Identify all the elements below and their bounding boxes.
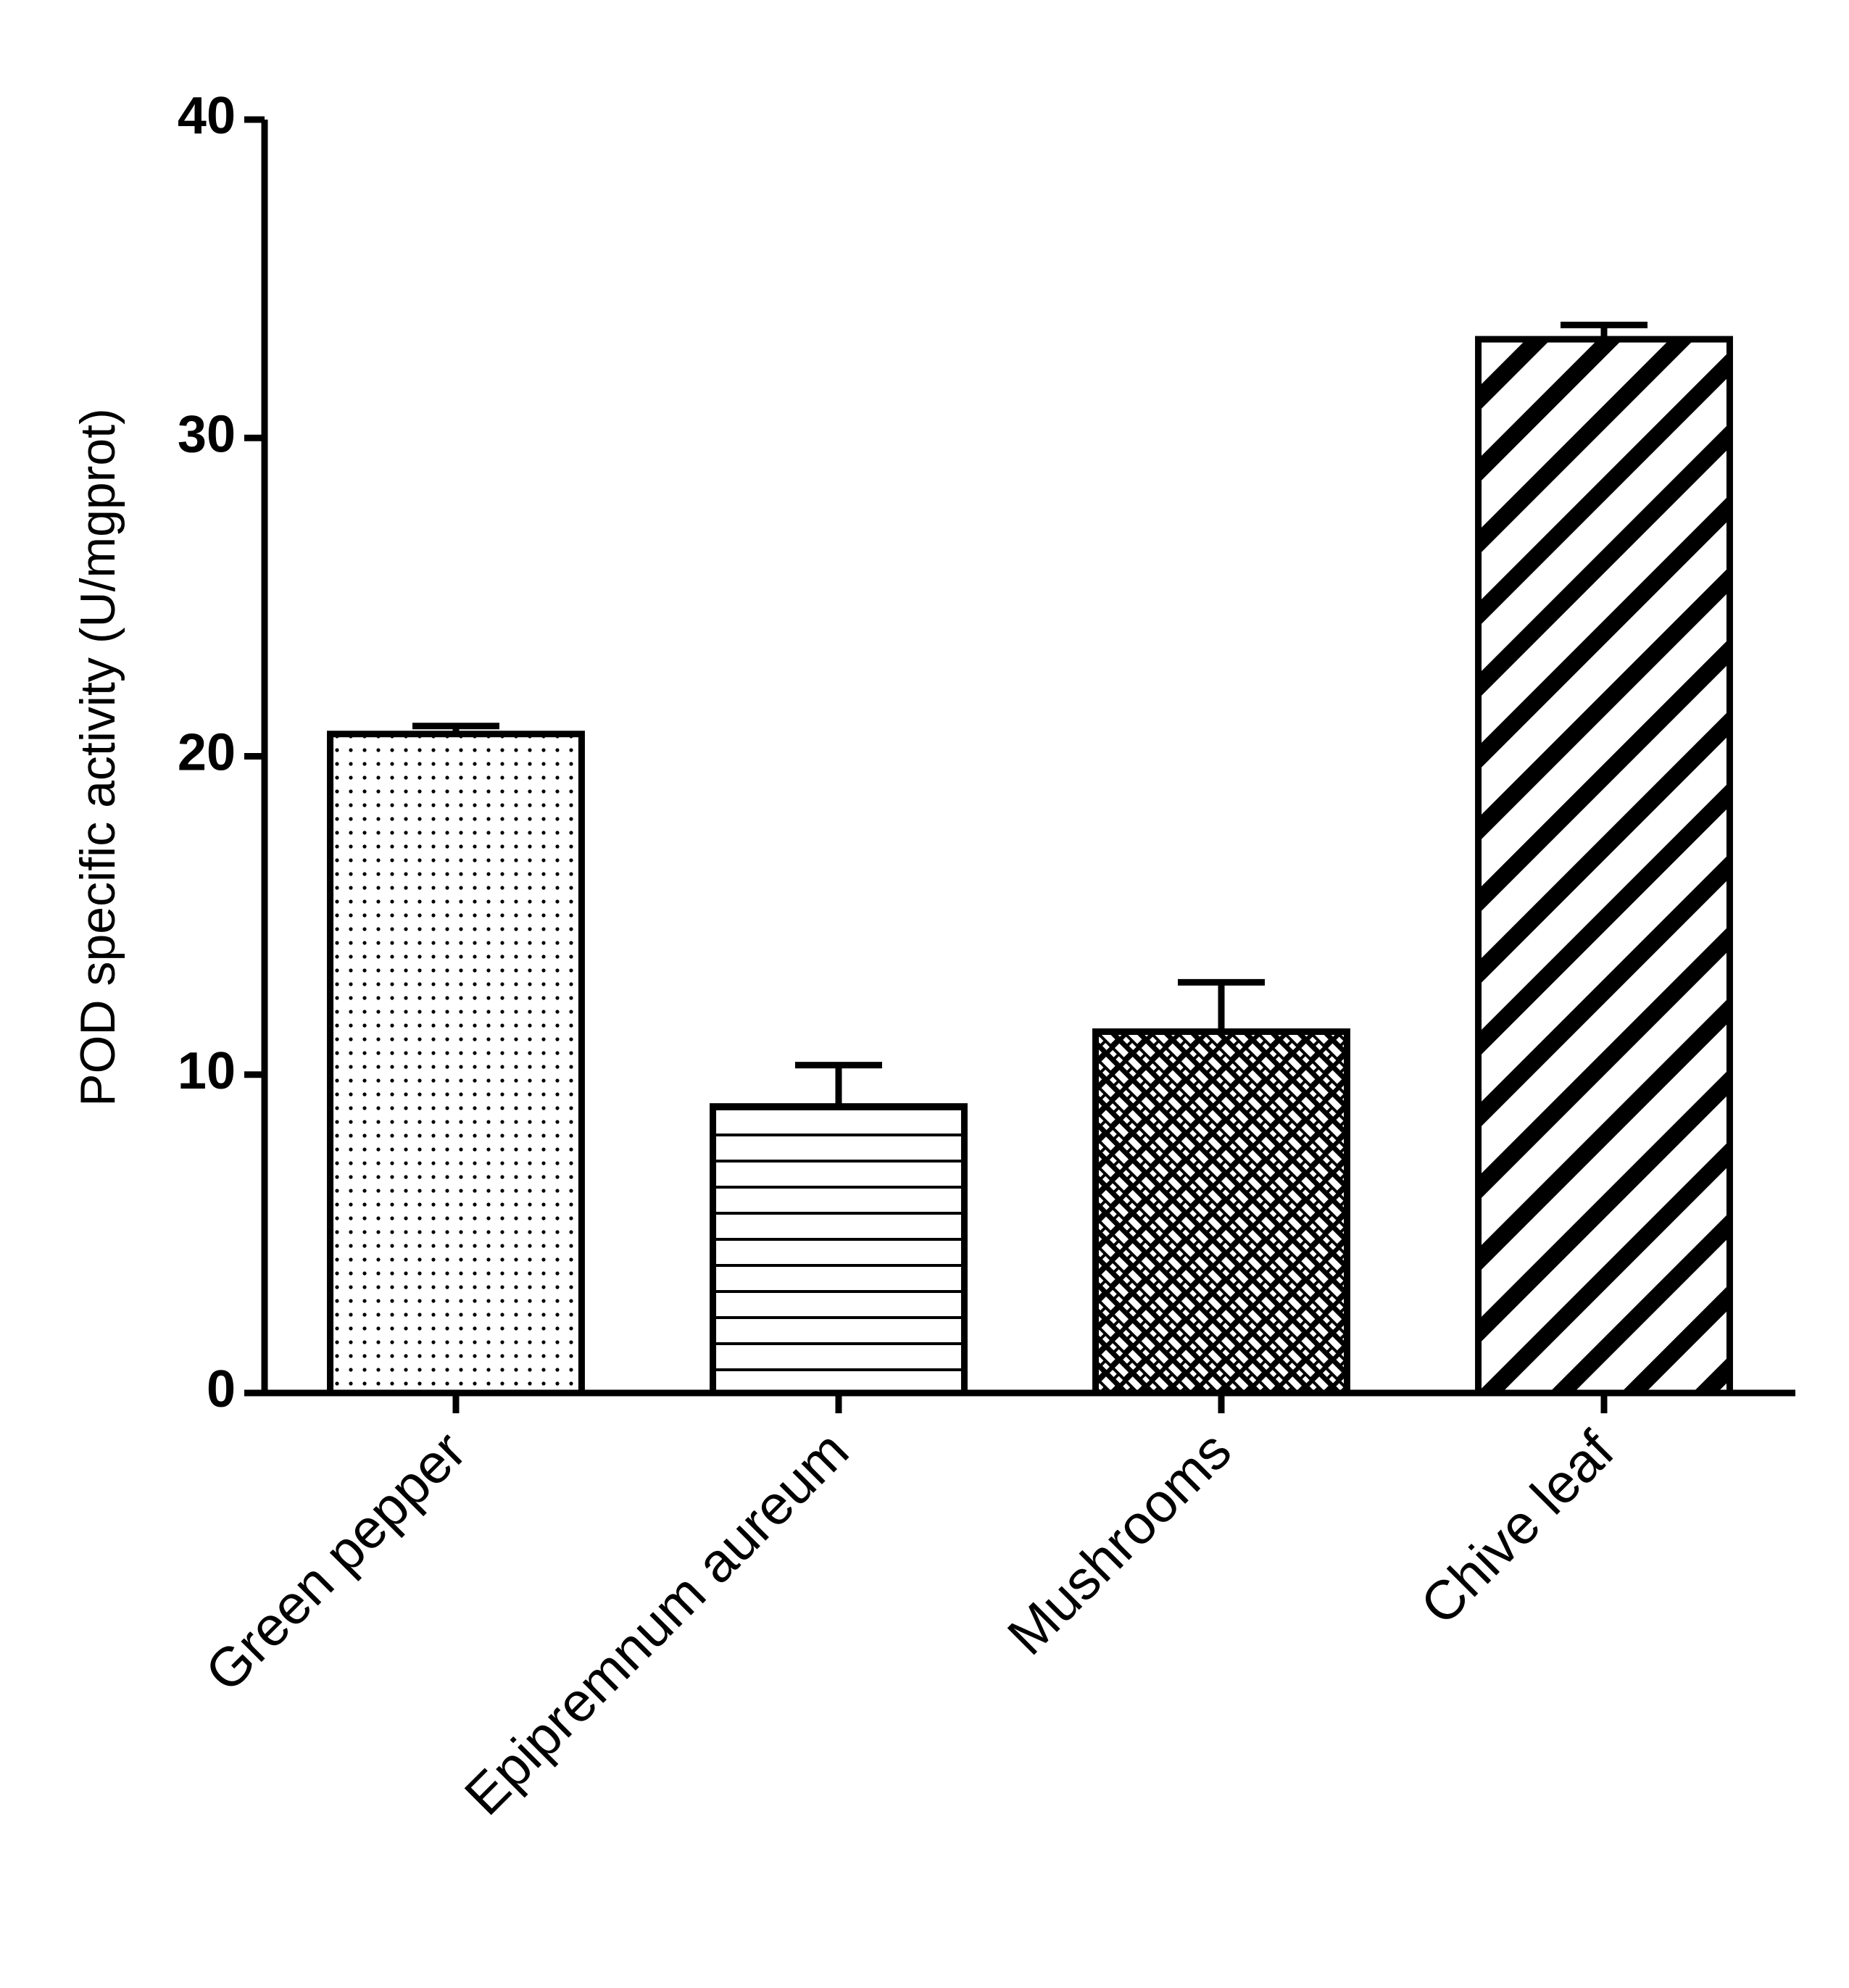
x-tick-label: Mushrooms: [996, 1420, 1243, 1667]
y-axis-label: POD specific activity (U/mgprot): [70, 408, 125, 1107]
bar: [1475, 336, 1733, 1397]
x-tick-label: Green pepper: [194, 1420, 478, 1704]
x-tick-label: Chive leaf: [1409, 1419, 1626, 1636]
y-tick-label: 40: [178, 87, 236, 145]
y-tick-label: 30: [178, 405, 236, 463]
y-tick-label: 0: [207, 1360, 236, 1418]
x-tick-label: Epipremnum aureum: [453, 1420, 860, 1827]
bar: [1092, 1028, 1350, 1397]
y-tick-label: 20: [178, 724, 236, 782]
bar: [327, 731, 585, 1397]
y-tick-label: 10: [178, 1042, 236, 1100]
bar: [710, 1103, 968, 1397]
